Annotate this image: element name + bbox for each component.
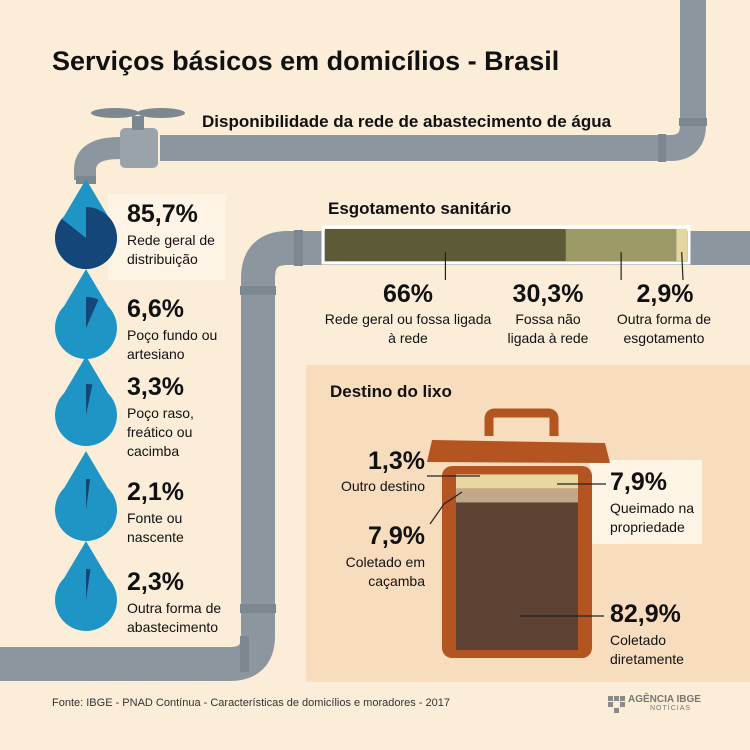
water-drop-icon [54,269,117,359]
waste-value-label: 7,9% [368,522,425,550]
waste-category-label: Queimado na propriedade [610,500,695,535]
label-box [590,460,702,544]
waste-value-label: 7,9% [610,468,667,496]
water-category-label: Poço raso, freático ou cacimba [127,405,194,459]
sewage-value-label: 30,3% [512,280,584,308]
water-value-label: 3,3% [127,373,184,401]
sewage-category-label: Outra forma de esgotamento [616,311,712,346]
water-drop-icon [54,356,117,446]
water-value-label: 6,6% [127,295,184,323]
water-share-wedge [86,479,91,510]
pipe-joint [240,286,276,295]
waste-category-label: Coletado diretamente [610,632,684,667]
waste-chart-title: Destino do lixo [330,382,452,401]
water-category-label: Poço fundo ou artesiano [127,327,218,362]
pipe-joint [658,134,666,162]
pipe-joint [240,636,249,672]
sewage-chart-title: Esgotamento sanitário [328,199,512,218]
waste-category-label: Coletado em caçamba [345,554,425,589]
logo-sub: NOTÍCIAS [650,705,692,712]
sewage-category-label: Fossa não ligada à rede [507,311,589,346]
waste-leaders [427,475,606,617]
trash-layer [456,502,578,650]
water-share-wedge [86,384,93,415]
trash-fill [456,472,578,650]
waste-value-label: 1,3% [368,447,425,475]
pipe-joint [294,230,303,266]
water-category-label: Outra forma de abastecimento [127,600,222,635]
sewage-bar-frame [321,225,691,265]
water-share-wedge [86,569,91,600]
water-share-wedge [55,207,117,269]
pipe-joints [240,118,707,672]
pipe-joint [679,118,707,126]
water-chart-title: Disponibilidade da rede de abastecimento… [202,112,612,131]
water-category-label: Rede geral de distribuição [127,232,215,267]
label-box [108,194,226,280]
page-title: Serviços básicos em domicílios - Brasil [52,46,560,76]
sewage-bar-segment [676,229,687,261]
faucet-spout [74,137,121,180]
waste-value-label: 82,9% [610,600,681,628]
sewage-leader-line [681,251,684,281]
faucet-icon [76,108,185,184]
agency-logo: AGÊNCIA IBGE NOTÍCIAS [628,694,701,712]
trash-layer [456,474,578,489]
sewage-leaders [444,251,684,281]
trash-layer [456,488,578,503]
sewage-category-label: Rede geral ou fossa ligada à rede [324,311,492,346]
water-value-label: 2,1% [127,478,184,506]
water-drops [54,179,117,632]
waste-category-label: Outro destino [340,478,425,494]
water-share-wedge [86,297,99,328]
ibge-logo-icon [608,696,625,713]
sewage-value-label: 66% [382,280,434,308]
trash-layer [456,472,578,475]
water-category-label: Fonte ou nascente [127,510,184,545]
sewage-value-label: 2,9% [636,280,694,308]
logo-name: AGÊNCIA IBGE [628,694,701,705]
pipe-joint [240,604,276,613]
sewage-bars [325,229,687,261]
water-value-label: 85,7% [127,200,198,228]
water-value-label: 2,3% [127,568,184,596]
source-note: Fonte: IBGE - PNAD Contínua - Caracterís… [52,697,450,709]
